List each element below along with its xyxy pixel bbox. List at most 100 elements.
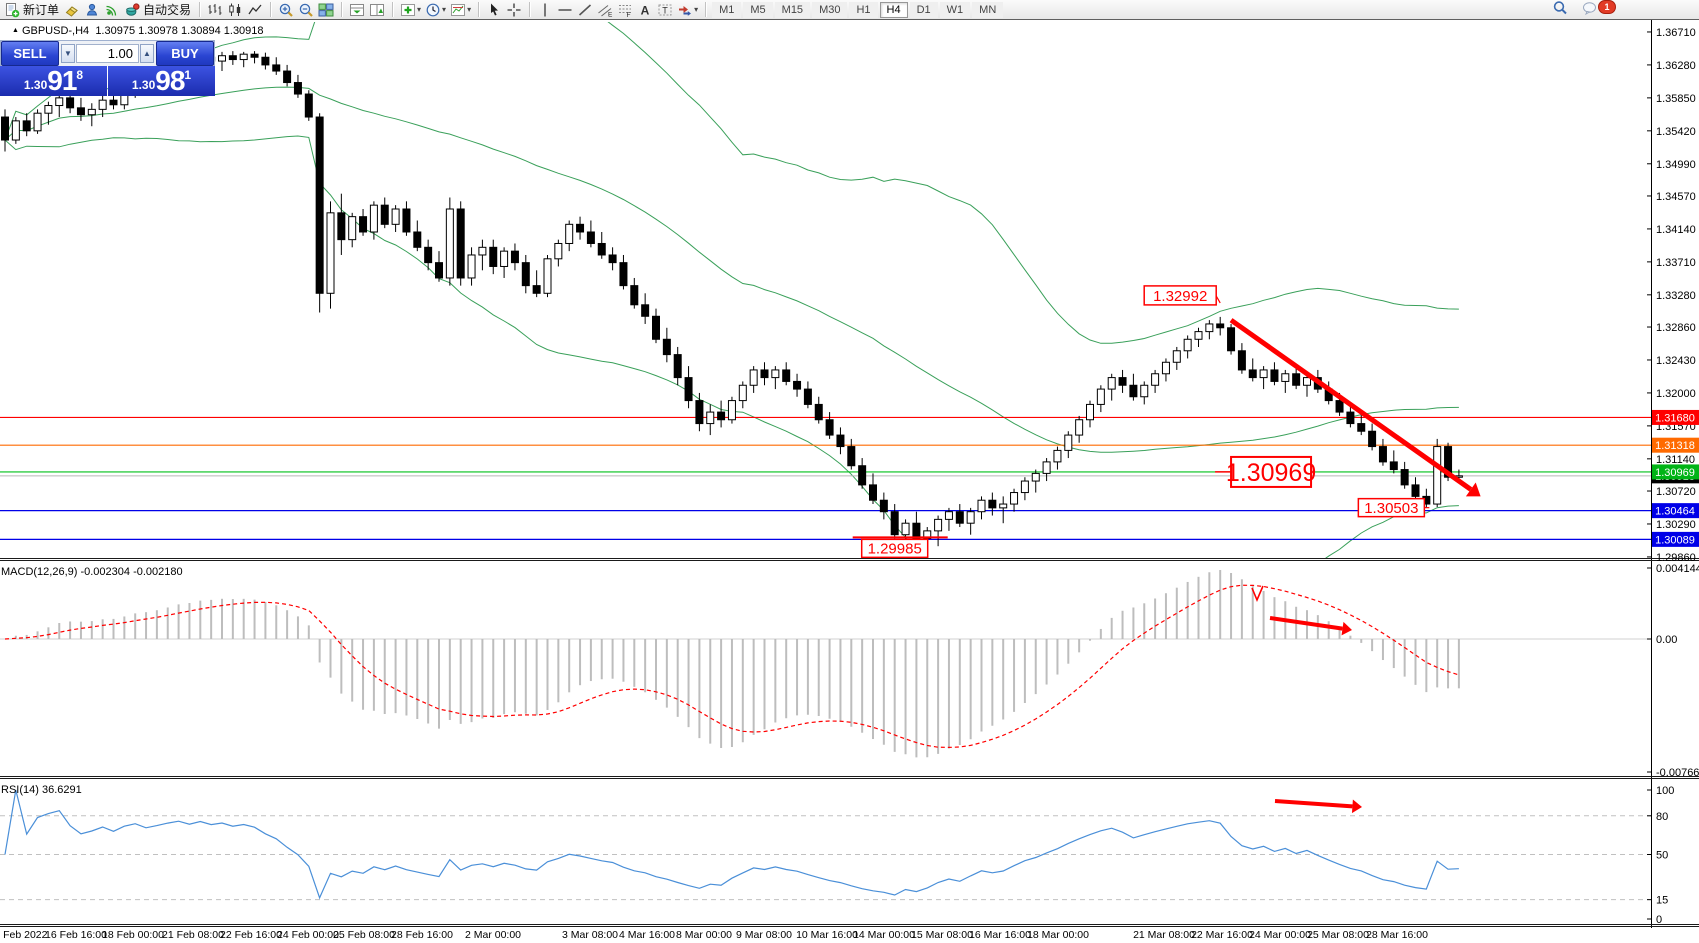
timeframe-h1[interactable]: H1	[849, 1, 878, 18]
zoom-in-button[interactable]	[276, 1, 296, 19]
sell-price-display[interactable]: 1.30 91 8	[0, 66, 107, 96]
volume-increase-button[interactable]: ▲	[140, 44, 154, 63]
zoom-out-icon	[298, 2, 314, 18]
time-axis-label: 18 Feb 00:00	[102, 929, 164, 941]
time-axis-label: 28 Feb 16:00	[391, 929, 453, 941]
cursor-button[interactable]	[484, 1, 504, 19]
trendline-button[interactable]	[575, 1, 595, 19]
bar-chart-button[interactable]	[205, 1, 225, 19]
tile-windows-button[interactable]	[316, 1, 336, 19]
vertical-line-button[interactable]	[535, 1, 555, 19]
svg-text:1.31680: 1.31680	[1655, 412, 1695, 424]
volume-input[interactable]: 1.00	[76, 44, 139, 63]
toolbar-right-icons: 1	[1552, 0, 1616, 20]
sell-price-pip: 8	[76, 68, 84, 82]
time-axis-label: 18 Mar 00:00	[1027, 929, 1089, 941]
buy-price-pip: 1	[184, 68, 192, 82]
sell-button[interactable]: SELL	[1, 41, 59, 66]
dropdown-caret-icon[interactable]: ▾	[417, 5, 422, 14]
svg-text:1.34570: 1.34570	[1656, 191, 1696, 203]
autotrade-button-label[interactable]: 自动交易	[143, 3, 192, 17]
toolbar-separator	[341, 2, 343, 17]
label-icon: T	[657, 2, 673, 18]
toolbar-separator	[478, 2, 480, 17]
toolbar-separator	[270, 2, 272, 17]
crosshair-button[interactable]	[504, 1, 524, 19]
arrows-button[interactable]: ▾	[675, 1, 700, 19]
auto-arrange-button[interactable]	[347, 1, 367, 19]
dropdown-caret-icon[interactable]: ▾	[694, 5, 699, 14]
zoom-out-button[interactable]	[296, 1, 316, 19]
svg-text:1.32430: 1.32430	[1656, 355, 1696, 367]
timeframe-m1[interactable]: M1	[712, 1, 742, 18]
candlestick-chart-button[interactable]	[225, 1, 245, 19]
svg-text:1.30969: 1.30969	[1226, 459, 1316, 487]
timeframe-d1[interactable]: D1	[909, 1, 938, 18]
svg-text:1.34990: 1.34990	[1656, 159, 1696, 171]
indicators-button[interactable]: ▾	[398, 1, 423, 19]
templates-button[interactable]: ▾	[448, 1, 473, 19]
time-axis-label: 28 Mar 16:00	[1366, 929, 1428, 941]
time-axis-label: 21 Mar 08:00	[1133, 929, 1195, 941]
time-axis-label: 15 Feb 2022	[0, 929, 48, 941]
buy-price-display[interactable]: 1.30 98 1	[108, 66, 215, 96]
hline-icon	[557, 2, 573, 18]
chart-ohlc-values: 1.30975 1.30978 1.30894 1.30918	[95, 25, 264, 37]
svg-text:1.35420: 1.35420	[1656, 126, 1696, 138]
dropdown-caret-icon[interactable]: ▾	[442, 5, 447, 14]
rsi-indicator-label: RSI(14) 36.6291	[1, 784, 82, 796]
text-label-button[interactable]: T	[655, 1, 675, 19]
sell-price-big: 91	[47, 65, 77, 96]
time-axis-label: 16 Mar 16:00	[969, 929, 1031, 941]
buy-button[interactable]: BUY	[156, 41, 214, 66]
timeframe-m15[interactable]: M15	[774, 1, 811, 18]
text-button[interactable]: A	[635, 1, 655, 19]
notifications-button[interactable]: 1	[1582, 0, 1616, 20]
svg-text:A: A	[641, 3, 650, 17]
toolbar-separator	[529, 2, 531, 17]
svg-text:1.30720: 1.30720	[1656, 486, 1696, 498]
fibonacci-button[interactable]: F	[615, 1, 635, 19]
arrange-b-icon	[369, 2, 385, 18]
svg-text:1.30503: 1.30503	[1364, 500, 1418, 517]
svg-text:T: T	[662, 5, 668, 15]
line-chart-button[interactable]	[245, 1, 265, 19]
timeframe-mn[interactable]: MN	[972, 1, 1004, 18]
svg-text:1.36280: 1.36280	[1656, 60, 1696, 72]
timeframe-m30[interactable]: M30	[812, 1, 848, 18]
candlestick-icon	[227, 2, 243, 18]
bar-chart-icon	[207, 2, 223, 18]
arrange-a-icon	[349, 2, 365, 18]
chart-area[interactable]: 1.32992 1.30969 1.30503 1.29985 1.36710 1.362…	[0, 20, 1699, 928]
svg-text:0: 0	[1656, 914, 1662, 926]
time-axis-label: 8 Mar 00:00	[675, 929, 733, 941]
magnifier-icon	[1552, 0, 1568, 21]
eraser-button[interactable]	[62, 1, 82, 19]
periods-button[interactable]: ▾	[423, 1, 448, 19]
svg-text:1.33280: 1.33280	[1656, 290, 1696, 302]
autotrade-button[interactable]	[122, 1, 142, 19]
volume-decrease-button[interactable]: ▼	[61, 44, 75, 63]
profile-button[interactable]	[82, 1, 102, 19]
svg-text:1.35850: 1.35850	[1656, 93, 1696, 105]
dropdown-caret-icon[interactable]: ▾	[467, 5, 472, 14]
notification-badge: 1	[1598, 0, 1616, 14]
svg-text:1.29860: 1.29860	[1656, 552, 1696, 564]
toolbar-group: E F A T ▾	[533, 0, 702, 20]
channel-icon: E	[597, 2, 613, 18]
channel-button[interactable]: E	[595, 1, 615, 19]
time-axis-label: 3 Mar 08:00	[561, 929, 619, 941]
timeframe-m5[interactable]: M5	[743, 1, 773, 18]
timeframe-w1[interactable]: W1	[939, 1, 971, 18]
timeframe-h4[interactable]: H4	[879, 1, 908, 18]
time-axis-label: 24 Feb 00:00	[277, 929, 339, 941]
search-button[interactable]	[1552, 0, 1582, 20]
new-order-button-label[interactable]: 新订单	[23, 3, 60, 17]
new-order-button[interactable]	[2, 1, 22, 19]
track-chart-button[interactable]	[367, 1, 387, 19]
horizontal-line-button[interactable]	[555, 1, 575, 19]
signals-button[interactable]	[102, 1, 122, 19]
eraser-icon	[64, 2, 80, 18]
chart-title-marker-icon: ▲	[12, 27, 19, 34]
